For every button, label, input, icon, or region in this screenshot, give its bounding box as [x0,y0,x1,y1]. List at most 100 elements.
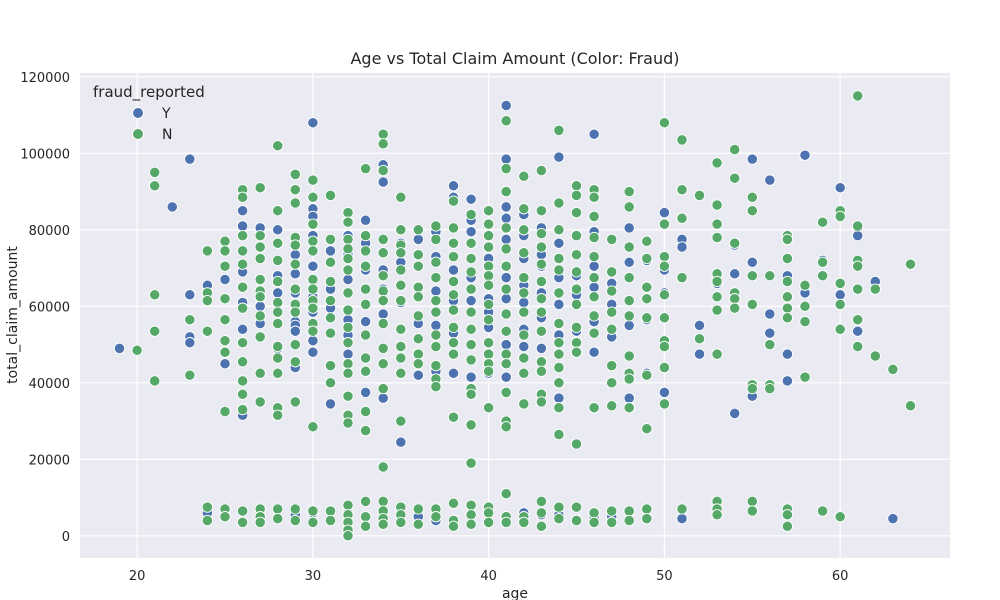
data-point-n [254,241,266,253]
data-point-n [272,340,284,353]
data-point-y [518,296,530,309]
data-point-n [412,348,424,360]
data-point-n [359,520,372,532]
data-point-n [342,321,354,334]
data-point-n [500,162,512,175]
data-point-n [570,346,583,358]
data-point-n [570,283,583,295]
data-point-n [324,312,337,324]
data-point-n [236,281,249,293]
data-point-n [588,250,600,263]
data-point-n [395,415,407,427]
data-point-n [570,321,583,334]
data-point-n [254,367,266,379]
data-point-n [553,337,565,349]
data-point-n [781,291,794,303]
data-point-y [465,371,477,383]
data-point-n [535,275,548,288]
data-point-y [588,128,600,140]
data-point-n [535,306,548,318]
data-point-n [342,243,354,255]
data-point-n [359,298,372,311]
data-point-n [764,382,776,395]
data-point-n [359,405,372,418]
data-point-n [799,371,811,383]
data-point-n [570,206,583,219]
data-point-n [219,260,231,272]
data-point-n [342,287,354,299]
data-point-n [482,260,495,272]
data-point-n [588,327,600,339]
y-tick-label: 120000 [20,71,70,86]
data-point-n [570,514,583,527]
data-point-y [465,193,477,205]
data-point-n [412,281,424,293]
data-point-n [535,325,548,337]
data-point-n [852,283,864,295]
data-point-n [377,317,389,330]
data-point-y [764,174,776,186]
data-point-n [570,229,583,242]
data-point-n [395,340,407,353]
data-point-n [465,457,477,469]
x-tick-label: 60 [832,569,849,584]
data-point-n [430,220,442,232]
y-tick-label: 100000 [20,147,70,162]
data-point-n [606,377,618,389]
data-point-n [676,184,688,196]
data-point-n [623,241,635,253]
data-point-n [342,206,354,219]
data-point-n [623,350,635,362]
data-point-y [412,369,424,381]
data-point-y [500,212,512,224]
data-point-n [623,271,635,284]
data-point-n [430,271,442,284]
data-point-n [746,191,758,203]
data-point-n [236,258,249,270]
data-point-n [236,375,249,387]
data-point-n [658,250,671,263]
data-point-n [904,258,917,270]
data-point-n [658,218,671,230]
data-point-n [184,314,196,326]
data-point-n [289,184,301,196]
y-tick-label: 20000 [29,453,70,468]
data-point-n [465,323,477,335]
data-point-n [289,197,301,209]
data-point-n [307,421,319,433]
data-point-n [781,509,794,521]
data-point-n [324,275,337,288]
data-point-n [254,516,266,529]
data-point-n [342,264,354,276]
data-point-n [553,428,565,441]
data-point-y [307,346,319,358]
data-point-n [834,277,846,290]
data-point-n [518,203,530,215]
data-point-n [377,294,389,307]
legend-title: fraud_reported [93,83,205,102]
data-point-n [324,505,337,517]
data-point-y [764,327,776,339]
data-point-n [553,287,565,299]
data-point-n [500,243,512,255]
data-point-n [377,358,389,370]
data-point-y [359,315,372,328]
data-point-n [377,233,389,246]
data-point-n [272,512,284,525]
data-point-n [482,279,495,291]
data-point-y [852,229,864,242]
data-point-n [641,235,653,247]
data-point-n [465,499,477,511]
data-point-y [465,294,477,307]
data-point-n [535,258,548,270]
data-point-n [465,388,477,400]
data-point-n [359,283,372,295]
data-point-y [184,289,196,301]
data-point-n [518,247,530,259]
data-point-n [236,302,249,314]
data-point-n [711,157,723,169]
data-point-y [289,249,301,261]
data-point-n [377,138,389,150]
data-point-n [641,512,653,525]
data-point-y [746,153,758,165]
